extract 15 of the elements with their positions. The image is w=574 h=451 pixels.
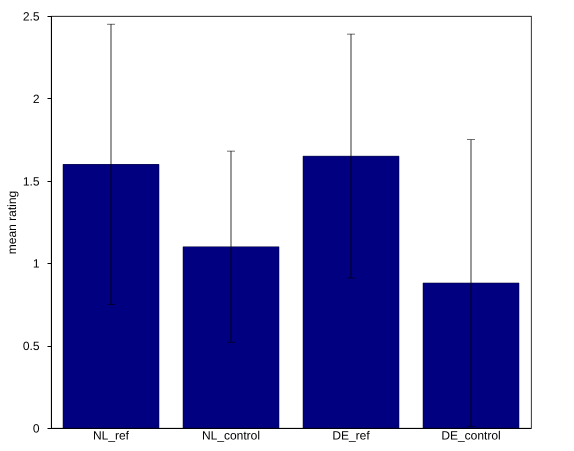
bar [182, 246, 280, 428]
y-axis-title: mean rating [4, 190, 19, 254]
bar [422, 282, 520, 428]
y-tick-label: 0.5 [22, 339, 40, 354]
y-tick-label: 0 [32, 422, 40, 436]
x-tick-label: DE_ref [332, 428, 370, 442]
bar [62, 164, 160, 428]
y-tick-label: 2.5 [22, 10, 40, 24]
y-tick-label: 1 [32, 256, 40, 271]
bar [302, 156, 400, 428]
x-tick-label: DE_control [441, 428, 501, 442]
y-tick-label: 1.5 [22, 174, 40, 188]
x-tick-label: NL_control [202, 428, 260, 442]
x-tick-label: NL_ref [92, 428, 130, 442]
y-tick-label: 2 [32, 92, 40, 106]
